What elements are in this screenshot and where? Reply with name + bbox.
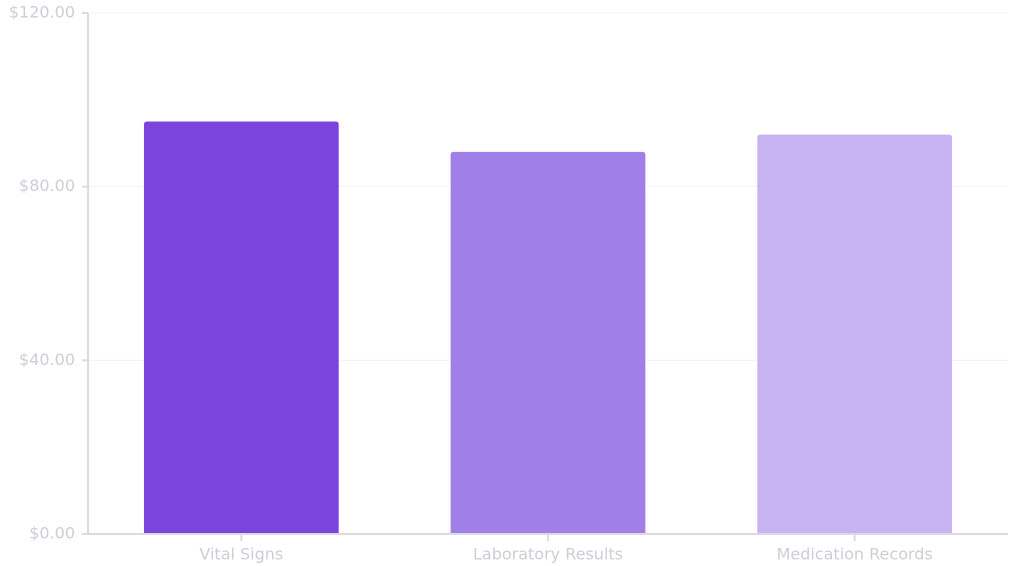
y-tick-label: $0.00 bbox=[29, 524, 75, 543]
y-tick-label: $80.00 bbox=[19, 176, 75, 195]
x-tick-label: Laboratory Results bbox=[473, 545, 623, 564]
bar bbox=[757, 134, 953, 535]
y-tick-label: $120.00 bbox=[9, 3, 75, 22]
y-tick-label: $40.00 bbox=[19, 350, 75, 369]
bar bbox=[450, 151, 646, 534]
x-tick-label: Medication Records bbox=[777, 545, 933, 564]
bar bbox=[143, 121, 339, 535]
x-tick-label: Vital Signs bbox=[199, 545, 283, 564]
